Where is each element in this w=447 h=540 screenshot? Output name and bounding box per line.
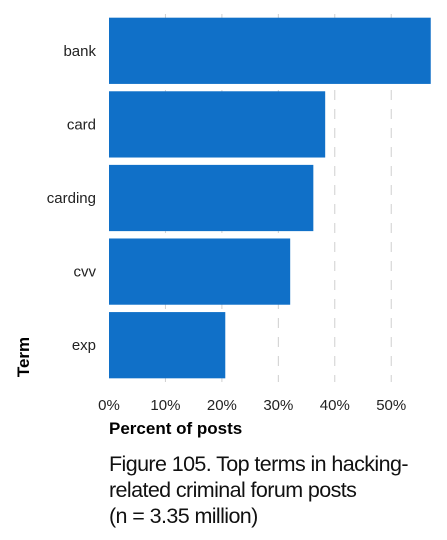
- y-tick-label: exp: [72, 337, 96, 354]
- bar-exp: [109, 312, 226, 379]
- x-tick-label: 20%: [207, 397, 237, 414]
- y-tick-label: cvv: [74, 264, 97, 281]
- x-tick-label: 30%: [263, 397, 293, 414]
- y-tick-label: card: [67, 116, 96, 133]
- bar-carding: [109, 164, 314, 232]
- x-tick-label: 0%: [98, 397, 120, 414]
- y-tick-label: bank: [63, 43, 96, 60]
- x-tick-labels: 0% 10% 20% 30% 40% 50%: [98, 397, 406, 414]
- figure-caption: Figure 105. Top terms in hacking- relate…: [109, 452, 408, 528]
- bar-cvv: [109, 238, 291, 305]
- x-tick-label: 10%: [150, 397, 180, 414]
- y-axis-title: Term: [14, 337, 33, 377]
- x-axis-title: Percent of posts: [109, 419, 242, 438]
- y-tick-label: carding: [47, 190, 96, 207]
- y-tick-labels: bank card carding cvv exp: [47, 43, 97, 354]
- bars: [109, 17, 431, 379]
- x-tick-label: 40%: [320, 397, 350, 414]
- bar-bank: [109, 17, 431, 84]
- x-tick-label: 50%: [376, 397, 406, 414]
- bar-card: [109, 91, 326, 158]
